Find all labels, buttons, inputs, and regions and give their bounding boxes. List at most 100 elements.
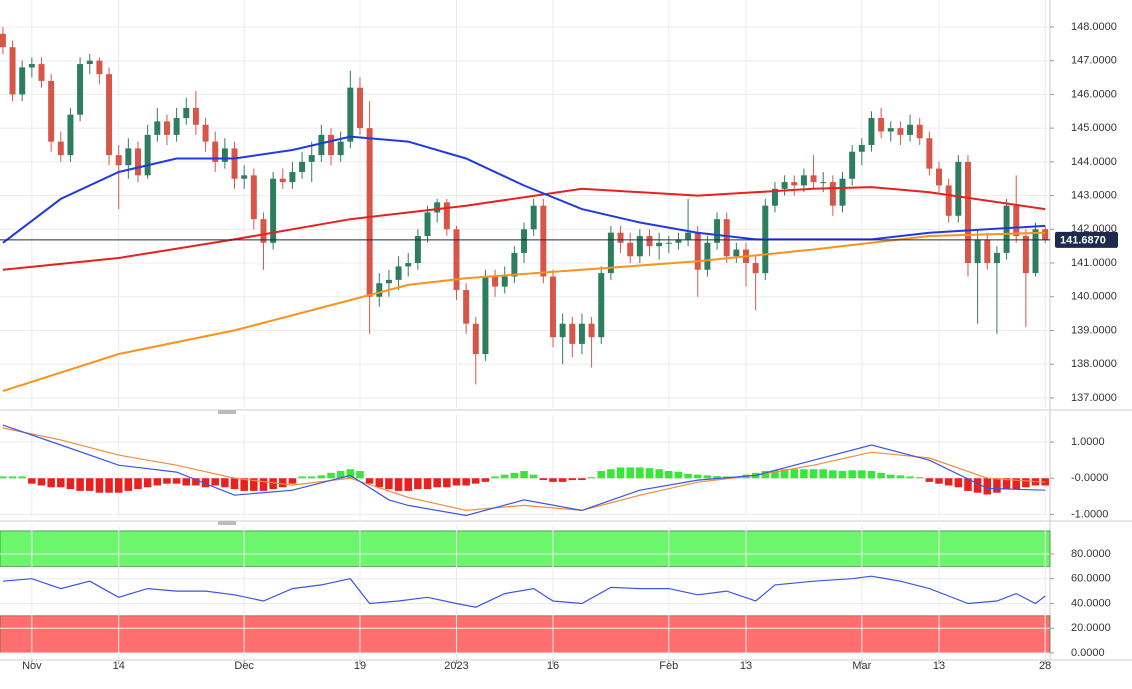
- candle-body: [1003, 205, 1010, 253]
- resize-handle[interactable]: [218, 521, 236, 525]
- candle-body: [173, 118, 180, 135]
- histogram-bar: [665, 471, 673, 479]
- histogram-bar: [510, 472, 519, 479]
- histogram-bar: [279, 478, 287, 488]
- candle-body: [993, 252, 1000, 264]
- histogram-bar: [906, 476, 914, 479]
- candle-body: [675, 239, 682, 243]
- y-tick-label: 0.0000: [1071, 647, 1105, 659]
- histogram-bar: [317, 475, 326, 479]
- candle-body: [86, 60, 93, 65]
- x-tick-label: Nov: [22, 660, 42, 672]
- x-tick-label: 13: [933, 660, 945, 672]
- last-price-box: [1055, 231, 1118, 248]
- candle-body: [810, 175, 817, 183]
- histogram-bar: [587, 477, 596, 479]
- histogram-bar: [549, 478, 557, 482]
- candle-body: [453, 229, 460, 290]
- histogram-bar: [558, 478, 567, 482]
- y-tick-label: 138.0000: [1071, 358, 1117, 370]
- candle-body: [106, 74, 113, 156]
- histogram-bar: [761, 471, 770, 479]
- y-tick-label: 80.0000: [1071, 548, 1111, 560]
- histogram-bar: [607, 469, 615, 479]
- histogram-bar: [288, 478, 297, 484]
- candle-body: [549, 276, 556, 338]
- y-tick-label: 140.0000: [1071, 291, 1117, 303]
- candle-body: [945, 185, 952, 216]
- candle-body: [414, 236, 421, 264]
- candle-body: [96, 60, 103, 75]
- histogram-bar: [153, 478, 162, 486]
- candle-body: [395, 266, 402, 280]
- candle-body: [839, 178, 846, 206]
- candle-body: [299, 161, 306, 172]
- y-tick-label: 144.0000: [1071, 156, 1117, 168]
- histogram-bar: [597, 471, 606, 479]
- histogram-bar: [375, 478, 384, 488]
- histogram-bar: [1012, 478, 1020, 490]
- candle-body: [685, 232, 692, 240]
- candle-body: [192, 107, 199, 125]
- histogram-bar: [616, 467, 625, 479]
- histogram-bar: [848, 470, 856, 479]
- candle-body: [916, 124, 923, 139]
- candle-body: [598, 273, 605, 338]
- histogram-bar: [0, 476, 7, 479]
- histogram-bar: [8, 476, 17, 479]
- resize-handle[interactable]: [218, 410, 236, 414]
- candle-body: [1032, 229, 1039, 274]
- candle-body: [636, 236, 643, 257]
- candle-body: [144, 134, 151, 176]
- histogram-bar: [790, 469, 799, 479]
- candle-body: [936, 168, 943, 186]
- candle-body: [376, 283, 383, 297]
- candle-body: [974, 239, 981, 264]
- candle-body: [617, 232, 624, 243]
- histogram-bar: [1002, 478, 1011, 490]
- candle-body: [578, 323, 585, 344]
- candle-body: [665, 242, 672, 244]
- histogram-bar: [221, 478, 229, 488]
- candle-body: [115, 155, 122, 166]
- candle-body: [337, 141, 344, 156]
- histogram-bar: [1022, 478, 1030, 488]
- candle-body: [77, 64, 84, 115]
- x-tick-label: 14: [113, 660, 125, 672]
- candle-body: [858, 144, 865, 152]
- candle-body: [897, 128, 904, 135]
- histogram-bar: [713, 476, 721, 479]
- candle-body: [482, 276, 489, 355]
- histogram-bar: [520, 471, 528, 479]
- candle-body: [1042, 229, 1049, 240]
- candle-body: [820, 182, 827, 184]
- candle-body: [260, 219, 267, 243]
- candle-body: [569, 323, 576, 344]
- histogram-bar: [385, 478, 393, 490]
- candle-body: [607, 232, 614, 274]
- candle-body: [714, 219, 721, 243]
- histogram-bar: [491, 476, 499, 479]
- y-tick-label: 147.0000: [1071, 55, 1117, 67]
- histogram-bar: [645, 468, 654, 479]
- histogram-bar: [66, 478, 75, 490]
- x-tick-label: Feb: [659, 660, 678, 672]
- candle-body: [67, 114, 74, 156]
- histogram-bar: [163, 478, 171, 484]
- histogram-bar: [404, 478, 412, 491]
- candle-body: [907, 124, 914, 135]
- histogram-bar: [47, 478, 55, 488]
- candle-body: [347, 87, 354, 142]
- candle-body: [800, 175, 807, 186]
- histogram-bar: [230, 478, 239, 490]
- histogram-bar: [819, 469, 827, 479]
- histogram-bar: [983, 478, 992, 495]
- y-tick-label: 141.0000: [1071, 257, 1117, 269]
- histogram-bar: [500, 474, 509, 479]
- x-tick-label: Mar: [852, 660, 871, 672]
- histogram-bar: [250, 478, 258, 491]
- candle-body: [443, 202, 450, 230]
- x-tick-label: 19: [354, 660, 366, 672]
